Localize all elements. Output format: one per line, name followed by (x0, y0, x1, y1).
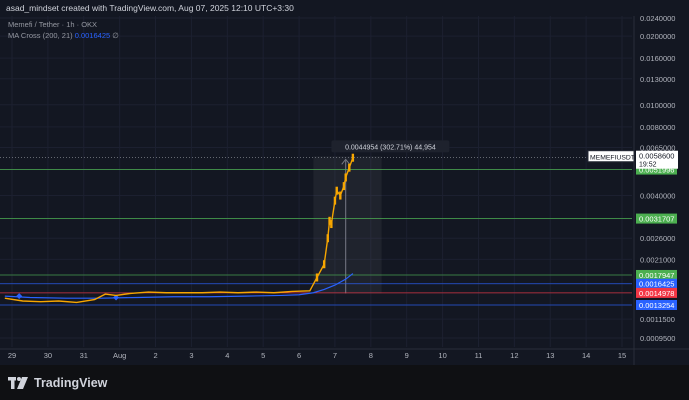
y-tick-label: 0.0011500 (640, 315, 675, 324)
ma-cross-marker (113, 294, 120, 301)
x-tick-label: 7 (333, 351, 337, 360)
x-tick-label: 6 (297, 351, 301, 360)
level-tag-label: 0.0013254 (639, 301, 674, 310)
price-tag (636, 150, 678, 169)
candle (339, 191, 342, 200)
y-tick-label: 0.0240000 (640, 16, 675, 23)
candle (342, 182, 346, 191)
ma-value: 0.0016425 (74, 31, 111, 40)
measure-label-bg (331, 140, 450, 153)
candle (348, 163, 351, 172)
candle (333, 196, 337, 205)
price-tag-countdown: 19:52 (639, 162, 657, 169)
x-tick-label: 12 (510, 351, 518, 360)
attribution-text: asad_mindset created with TradingView.co… (6, 3, 294, 13)
chart-background (0, 16, 689, 365)
x-tick-label: 3 (189, 351, 193, 360)
x-tick-label: 2 (153, 351, 157, 360)
x-tick-label: 5 (261, 351, 265, 360)
x-tick-label: 31 (80, 351, 88, 360)
ma-cross-marker (16, 293, 23, 300)
level-tag-label: 0.0014978 (639, 289, 674, 298)
x-tick-label: 4 (225, 351, 229, 360)
candle (315, 273, 319, 282)
y-tick-label: 0.0026000 (640, 234, 675, 243)
attribution-bar: asad_mindset created with TradingView.co… (0, 0, 689, 16)
y-tick-label: 0.0080000 (640, 123, 675, 132)
level-tag (636, 269, 677, 280)
measure-box (313, 156, 382, 294)
symbol-name: MEMEFIUSDT (590, 155, 635, 162)
y-tick-label: 0.0021000 (640, 255, 675, 264)
level-tag-label: 0.0051996 (639, 166, 674, 175)
price-tag-value: 0.0058600 (639, 152, 674, 161)
candle (322, 260, 326, 269)
x-tick-label: Aug (113, 351, 126, 360)
level-tag (636, 213, 677, 224)
level-tag (636, 287, 677, 298)
tradingview-logo[interactable]: TradingView (8, 374, 107, 392)
x-tick-label: 15 (618, 351, 626, 360)
tradingview-logo-icon (8, 377, 28, 389)
ma-legend[interactable]: MA Cross (200, 21) 0.0016425 ∅ (8, 31, 119, 40)
measure-label: 0.0044954 (302.71%) 44,954 (345, 144, 436, 151)
tradingview-brand: TradingView (34, 376, 108, 390)
y-tick-label: 0.0160000 (640, 54, 675, 63)
price-chart[interactable]: 0.0044954 (302.71%) 44,954 0.0240000 0.020… (0, 16, 689, 365)
candle (330, 220, 333, 229)
level-tag (636, 164, 677, 175)
x-tick-label: 13 (546, 351, 554, 360)
level-tag-label: 0.0016425 (639, 280, 674, 289)
x-tick-label: 10 (438, 351, 446, 360)
candle (351, 153, 355, 162)
level-tag-label: 0.0031707 (639, 215, 674, 224)
level-tag-label: 0.0017947 (639, 271, 674, 280)
ma-line (4, 273, 354, 299)
x-tick-label: 30 (44, 351, 52, 360)
y-tick-label: 0.0100000 (640, 101, 675, 110)
x-tick-label: 8 (369, 351, 373, 360)
y-tick-label: 0.0040000 (640, 192, 675, 201)
candle (344, 173, 347, 182)
candle (326, 234, 329, 243)
level-tag (636, 278, 677, 289)
symbol-legend: Memefi / Tether · 1h · OKX (8, 20, 97, 29)
x-tick-label: 29 (8, 351, 16, 360)
x-tick-label: 11 (475, 351, 483, 360)
candle (335, 186, 338, 195)
footer (0, 365, 689, 400)
y-tick-label: 0.0200000 (640, 32, 675, 41)
measure-arrowhead (341, 158, 351, 165)
y-tick-label: 0.0130000 (640, 75, 675, 84)
x-tick-label: 14 (582, 351, 590, 360)
y-tick-label: 0.0009500 (640, 334, 675, 343)
y-tick-label: 0.0065000 (640, 143, 675, 152)
level-tag (636, 300, 677, 311)
candle (328, 216, 331, 225)
x-tick-label: 9 (405, 351, 409, 360)
symbol-line: Memefi / Tether · 1h · OKX (8, 20, 98, 29)
ma-label: MA Cross (200, 21) (8, 31, 73, 40)
ma-visibility-icon[interactable]: ∅ (112, 31, 119, 40)
